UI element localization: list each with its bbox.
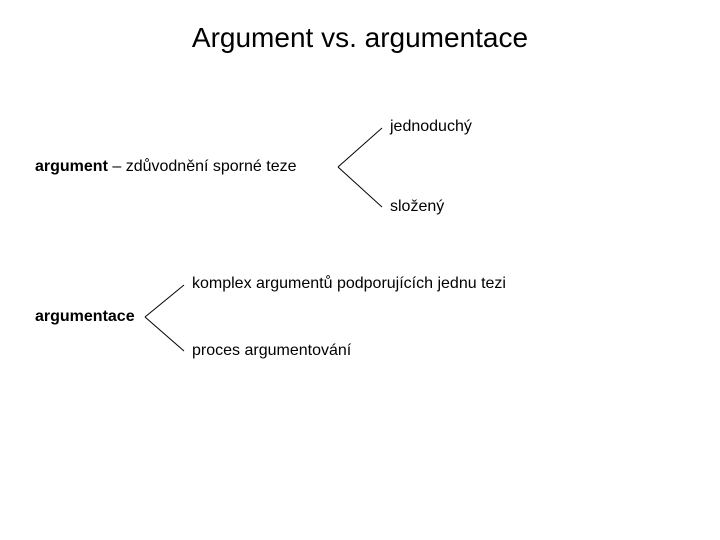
- slide-container: Argument vs. argumentace argument – zdův…: [0, 0, 720, 540]
- section2-line-bottom: [145, 317, 184, 351]
- section2-line-top: [145, 285, 184, 317]
- section2-bracket: [0, 0, 720, 540]
